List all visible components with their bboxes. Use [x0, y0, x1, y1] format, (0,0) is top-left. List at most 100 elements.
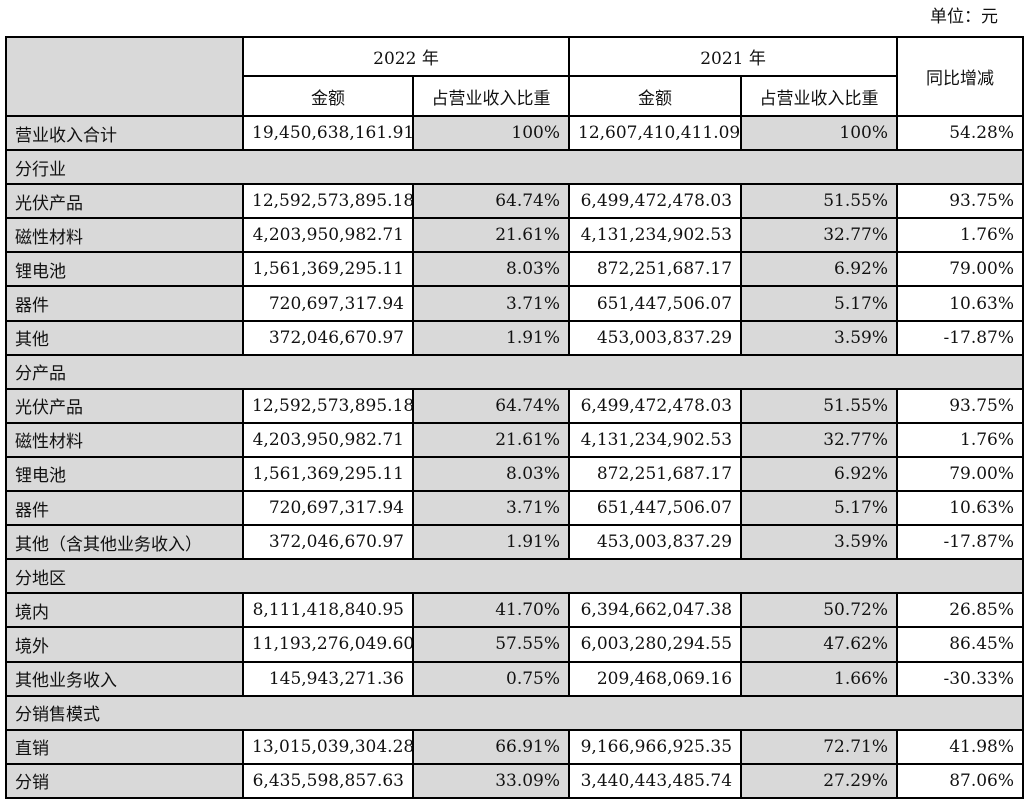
- ratio-2022-cell: 100%: [411, 114, 571, 152]
- amount-2021-cell: 453,003,837.29: [568, 319, 743, 356]
- amount-2022-cell: 19,450,638,161.91: [242, 114, 414, 152]
- yoy-cell: 79.00%: [896, 251, 1025, 288]
- row-label: 分销: [5, 762, 244, 800]
- row-label: 锂电池: [5, 455, 244, 493]
- row-label: 境外: [5, 626, 244, 663]
- yoy-cell: 79.00%: [896, 455, 1025, 493]
- table-row: 磁性材料 4,203,950,982.71 21.61% 4,131,234,902.…: [5, 217, 1025, 254]
- yoy-cell: 54.28%: [896, 114, 1025, 152]
- amount-2021-cell: 872,251,687.17: [568, 455, 743, 493]
- amount-2021-cell: 651,447,506.07: [568, 490, 743, 527]
- ratio-2021-cell: 100%: [740, 114, 899, 152]
- amount-2021-cell: 12,607,410,411.09: [568, 114, 743, 152]
- table-row: 营业收入合计 19,450,638,161.91 100% 12,607,410,41…: [5, 114, 1025, 152]
- amount-2022-cell: 6,435,598,857.63: [242, 762, 414, 800]
- ratio-2022-cell: 57.55%: [411, 626, 571, 663]
- table-row: 分销 6,435,598,857.63 33.09% 3,440,443,485.74…: [5, 762, 1025, 800]
- amount-2022-cell: 1,561,369,295.11: [242, 251, 414, 288]
- table-row: 其他（含其他业务收入） 372,046,670.97 1.91% 453,003,83…: [5, 524, 1025, 561]
- amount-2021-cell: 872,251,687.17: [568, 251, 743, 288]
- amount-2022-cell: 1,561,369,295.11: [242, 455, 414, 493]
- ratio-2022-cell: 33.09%: [411, 762, 571, 800]
- row-label: 锂电池: [5, 251, 244, 288]
- amount-2021-cell: 4,131,234,902.53: [568, 217, 743, 254]
- unit-label: 单位：元: [930, 7, 998, 27]
- table-row: 器件 720,697,317.94 3.71% 651,447,506.07 5.17%…: [5, 285, 1025, 322]
- ratio-2022-cell: 21.61%: [411, 217, 571, 254]
- amount-2022-cell: 4,203,950,982.71: [242, 217, 414, 254]
- row-label: 器件: [5, 490, 244, 527]
- row-label: 营业收入合计: [5, 114, 244, 152]
- row-label: 器件: [5, 285, 244, 322]
- ratio-2022-cell: 21.61%: [411, 421, 571, 458]
- row-label: 磁性材料: [5, 217, 244, 254]
- row-label: 磁性材料: [5, 421, 244, 458]
- year-2022-header: 2022 年: [241, 36, 571, 77]
- ratio-2021-cell: 51.55%: [740, 183, 899, 220]
- ratio-2021-cell: 1.66%: [740, 660, 899, 697]
- ratio-2022-header: 占营业收入比重: [411, 75, 571, 117]
- corner-header: [5, 36, 244, 117]
- yoy-cell: 93.75%: [896, 387, 1025, 424]
- ratio-2021-header: 占营业收入比重: [740, 75, 899, 117]
- table-row: 磁性材料 4,203,950,982.71 21.61% 4,131,234,902.…: [5, 421, 1025, 458]
- row-label: 直销: [5, 728, 244, 765]
- revenue-table: 2022 年 2021 年 同比增减 金额 占营业收入比重 金额 占营业收入比重…: [4, 36, 1025, 800]
- yoy-cell: 93.75%: [896, 183, 1025, 220]
- amount-2021-header: 金额: [568, 75, 743, 117]
- ratio-2021-cell: 51.55%: [740, 387, 899, 424]
- table-row: 光伏产品 12,592,573,895.18 64.74% 6,499,472,478…: [5, 183, 1025, 220]
- table-row: 其他业务收入 145,943,271.36 0.75% 209,468,069.16 1…: [5, 660, 1025, 697]
- ratio-2022-cell: 41.70%: [411, 592, 571, 629]
- amount-2021-cell: 6,499,472,478.03: [568, 387, 743, 424]
- amount-2021-cell: 4,131,234,902.53: [568, 421, 743, 458]
- amount-2022-cell: 8,111,418,840.95: [242, 592, 414, 629]
- ratio-2021-cell: 47.62%: [740, 626, 899, 663]
- amount-2022-cell: 12,592,573,895.18: [242, 387, 414, 424]
- yoy-cell: 87.06%: [896, 762, 1025, 800]
- ratio-2022-cell: 8.03%: [411, 251, 571, 288]
- amount-2021-cell: 651,447,506.07: [568, 285, 743, 322]
- section-row: 分产品: [4, 353, 1025, 390]
- section-label: 分地区: [4, 558, 1025, 595]
- table-row: 直销 13,015,039,304.28 66.91% 9,166,966,925.3…: [5, 728, 1025, 765]
- amount-2021-cell: 6,003,280,294.55: [568, 626, 743, 663]
- row-label: 境内: [5, 592, 244, 629]
- yoy-cell: 10.63%: [896, 490, 1025, 527]
- yoy-cell: 1.76%: [896, 217, 1025, 254]
- amount-2021-cell: 3,440,443,485.74: [568, 762, 743, 800]
- ratio-2021-cell: 27.29%: [740, 762, 899, 800]
- amount-2021-cell: 453,003,837.29: [568, 524, 743, 561]
- year-2021-header: 2021 年: [568, 36, 899, 77]
- ratio-2021-cell: 72.71%: [740, 728, 899, 765]
- ratio-2021-cell: 3.59%: [740, 319, 899, 356]
- ratio-2022-cell: 64.74%: [411, 387, 571, 424]
- amount-2021-cell: 209,468,069.16: [568, 660, 743, 697]
- amount-2022-cell: 372,046,670.97: [242, 319, 414, 356]
- ratio-2021-cell: 50.72%: [740, 592, 899, 629]
- row-label: 其他: [5, 319, 244, 356]
- yoy-cell: -17.87%: [896, 319, 1025, 356]
- yoy-cell: 10.63%: [896, 285, 1025, 322]
- table-row: 光伏产品 12,592,573,895.18 64.74% 6,499,472,478…: [5, 387, 1025, 424]
- amount-2022-header: 金额: [242, 75, 414, 117]
- ratio-2022-cell: 1.91%: [411, 319, 571, 356]
- yoy-cell: 1.76%: [896, 421, 1025, 458]
- amount-2021-cell: 6,499,472,478.03: [568, 183, 743, 220]
- ratio-2021-cell: 3.59%: [740, 524, 899, 561]
- amount-2022-cell: 13,015,039,304.28: [242, 728, 414, 765]
- table-row: 其他 372,046,670.97 1.91% 453,003,837.29 3.59%…: [5, 319, 1025, 356]
- ratio-2022-cell: 3.71%: [411, 490, 571, 527]
- amount-2022-cell: 372,046,670.97: [242, 524, 414, 561]
- table-row: 境内 8,111,418,840.95 41.70% 6,394,662,047.38…: [5, 592, 1025, 629]
- section-label: 分行业: [4, 149, 1025, 186]
- yoy-cell: 86.45%: [896, 626, 1025, 663]
- ratio-2021-cell: 5.17%: [740, 490, 899, 527]
- table-header: 2022 年 2021 年 同比增减 金额 占营业收入比重 金额 占营业收入比重: [5, 36, 1025, 117]
- section-label: 分销售模式: [4, 694, 1025, 731]
- table-row: 锂电池 1,561,369,295.11 8.03% 872,251,687.17 6.…: [5, 251, 1025, 288]
- ratio-2022-cell: 64.74%: [411, 183, 571, 220]
- section-row: 分销售模式: [4, 694, 1025, 731]
- yoy-cell: 26.85%: [896, 592, 1025, 629]
- table-row: 器件 720,697,317.94 3.71% 651,447,506.07 5.17%…: [5, 490, 1025, 527]
